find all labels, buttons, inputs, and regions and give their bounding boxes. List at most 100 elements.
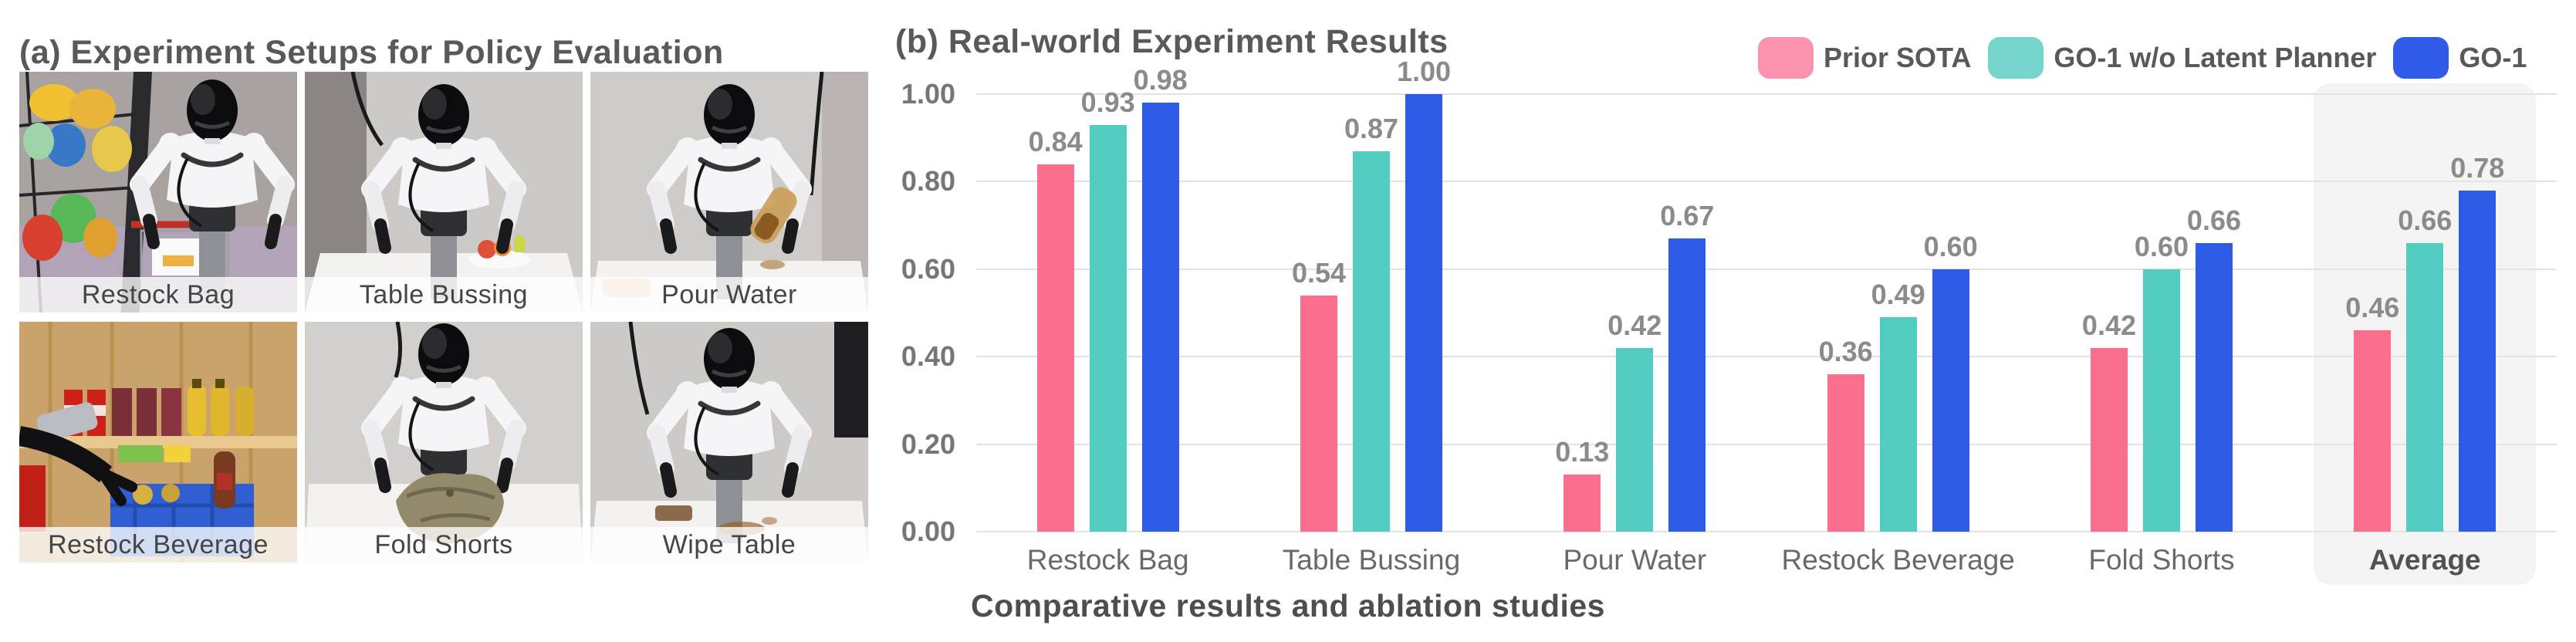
bar-prior-sota-table-bussing [1300, 295, 1337, 532]
category-label-table-bussing: Table Bussing [1282, 544, 1461, 576]
value-label-go-1-average: 0.78 [2450, 151, 2505, 184]
barcol-prior-sota-fold-shorts: 0.42 [2082, 309, 2136, 532]
gridline-0.20 [976, 443, 2557, 445]
y-tick-label-1.00: 1.00 [901, 78, 955, 110]
barcol-go-1-restock-bag: 0.98 [1134, 64, 1188, 532]
barcol-go-1-restock-beverage: 0.60 [1924, 231, 1978, 532]
bar-group-fold-shorts: 0.42 0.60 0.66 Fold Shorts [2030, 94, 2293, 576]
panel-b-title: (b) Real-world Experiment Results [895, 23, 1449, 60]
value-label-prior-sota-average: 0.46 [2345, 292, 2400, 324]
legend: Prior SOTA GO-1 w/o Latent Planner GO-1 [1758, 37, 2527, 79]
value-label-prior-sota-restock-beverage: 0.36 [1818, 335, 1873, 367]
bar-go-1-restock-beverage [1932, 269, 1969, 532]
restock-beverage-scene [19, 322, 297, 563]
panel-a-title: (a) Experiment Setups for Policy Evaluat… [19, 34, 724, 71]
bar-go-1-w-o-latent-planner-table-bussing [1352, 150, 1390, 532]
barcol-prior-sota-average: 0.46 [2345, 292, 2399, 532]
value-label-go-1-restock-bag: 0.98 [1133, 64, 1188, 96]
bar-prior-sota-fold-shorts [2090, 347, 2128, 532]
bar-go-1-restock-bag [1141, 103, 1179, 532]
bar-prior-sota-restock-beverage [1827, 373, 1864, 532]
category-label-restock-bag: Restock Bag [1026, 544, 1189, 576]
value-label-go-1-w-o-latent-planner-average: 0.66 [2398, 204, 2453, 236]
category-label-fold-shorts: Fold Shorts [2088, 544, 2235, 576]
photo-pour-water: Pour Water [590, 72, 868, 313]
y-tick-label-0.80: 0.80 [901, 165, 955, 198]
photo-label-table-bussing: Table Bussing [305, 277, 583, 313]
bar-chart-plot: 0.00 0.20 0.40 0.60 0.80 1.00 0.84 0.93 0.98 Rest… [901, 56, 2557, 585]
legend-item-go-1-w-o-latent-planner: GO-1 w/o Latent Planner [1988, 37, 2376, 79]
value-label-go-1-restock-beverage: 0.60 [1923, 230, 1978, 262]
value-label-prior-sota-table-bussing: 0.54 [1291, 256, 1347, 289]
bar-group-table-bussing: 0.54 0.87 1.00 Table Bussing [1239, 56, 1503, 576]
value-label-go-1-w-o-latent-planner-pour-water: 0.42 [1607, 309, 1662, 341]
bar-go-1-average [2459, 190, 2497, 532]
legend-swatch-prior-sota [1758, 37, 1814, 79]
bar-go-1-w-o-latent-planner-restock-beverage [1879, 317, 1917, 532]
barcol-go-1-w-o-latent-planner-fold-shorts: 0.60 [2135, 231, 2189, 532]
barcol-go-1-fold-shorts: 0.66 [2187, 204, 2241, 532]
barcol-go-1-w-o-latent-planner-restock-bag: 0.93 [1081, 86, 1135, 532]
value-label-go-1-pour-water: 0.67 [1660, 200, 1715, 232]
value-label-go-1-w-o-latent-planner-restock-beverage: 0.49 [1871, 279, 1925, 311]
photo-label-pour-water: Pour Water [590, 277, 868, 313]
bar-group-restock-beverage: 0.36 0.49 0.60 Restock Beverage [1766, 94, 2030, 576]
value-label-prior-sota-pour-water: 0.13 [1555, 436, 1610, 468]
bar-prior-sota-restock-bag [1036, 164, 1074, 532]
barcol-go-1-pour-water: 0.67 [1660, 200, 1714, 532]
photo-fold-shorts: Fold Shorts [305, 322, 583, 563]
barcol-prior-sota-restock-bag: 0.84 [1029, 126, 1083, 532]
photo-table-bussing: Table Bussing [305, 72, 583, 313]
y-tick-label-0.60: 0.60 [901, 252, 955, 285]
photo-label-restock-bag: Restock Bag [19, 277, 297, 313]
bar-groups: 0.84 0.93 0.98 Restock Bag 0.54 0.87 1.00 Table… [976, 56, 2557, 576]
value-label-prior-sota-restock-bag: 0.84 [1028, 125, 1083, 157]
legend-label-prior-sota: Prior SOTA [1824, 42, 1972, 73]
barcol-go-1-w-o-latent-planner-pour-water: 0.42 [1607, 309, 1662, 532]
value-label-go-1-w-o-latent-planner-restock-bag: 0.93 [1080, 86, 1135, 118]
experiment-photo-grid: Restock Bag Table Bussing [19, 72, 868, 563]
barcol-prior-sota-table-bussing: 0.54 [1292, 257, 1346, 532]
bar-prior-sota-average [2354, 330, 2392, 532]
gridline-0.60 [976, 268, 2557, 270]
photo-restock-bag: Restock Bag [19, 72, 297, 313]
value-label-go-1-w-o-latent-planner-fold-shorts: 0.60 [2134, 230, 2189, 262]
gridline-0.80 [976, 181, 2557, 183]
figure-caption: Comparative results and ablation studies [971, 588, 1605, 623]
value-label-go-1-fold-shorts: 0.66 [2186, 204, 2241, 236]
photo-label-restock-beverage: Restock Beverage [19, 527, 297, 563]
bar-go-1-w-o-latent-planner-fold-shorts [2142, 269, 2180, 532]
bar-go-1-fold-shorts [2195, 242, 2233, 532]
barcol-go-1-w-o-latent-planner-table-bussing: 0.87 [1344, 113, 1398, 532]
value-label-go-1-w-o-latent-planner-table-bussing: 0.87 [1344, 112, 1399, 144]
category-label-pour-water: Pour Water [1563, 544, 1707, 576]
bar-go-1-w-o-latent-planner-average [2406, 242, 2444, 532]
gridline-0.40 [976, 356, 2557, 358]
photo-wipe-table: Wipe Table [590, 322, 868, 563]
bar-group-pour-water: 0.13 0.42 0.67 Pour Water [1503, 94, 1766, 576]
legend-item-go-1: GO-1 [2393, 37, 2527, 79]
photo-label-wipe-table: Wipe Table [590, 527, 868, 563]
bar-prior-sota-pour-water [1564, 475, 1601, 532]
photo-label-fold-shorts: Fold Shorts [305, 527, 583, 563]
y-tick-label-0.40: 0.40 [901, 340, 955, 373]
bar-group-average: 0.46 0.66 0.78 Average [2294, 94, 2557, 576]
legend-swatch-go-1-w-o-latent-planner [1988, 37, 2044, 79]
barcol-go-1-w-o-latent-planner-average: 0.66 [2398, 204, 2452, 532]
y-tick-label-0.20: 0.20 [901, 427, 955, 460]
bar-go-1-pour-water [1668, 238, 1706, 532]
value-label-prior-sota-fold-shorts: 0.42 [2081, 309, 2136, 341]
barcol-go-1-table-bussing: 1.00 [1397, 56, 1451, 532]
legend-item-prior-sota: Prior SOTA [1758, 37, 1971, 79]
barcol-prior-sota-restock-beverage: 0.36 [1819, 336, 1873, 532]
value-label-go-1-table-bussing: 1.00 [1396, 56, 1452, 87]
bar-go-1-table-bussing [1405, 94, 1442, 532]
bar-group-restock-bag: 0.84 0.93 0.98 Restock Bag [976, 64, 1239, 576]
legend-label-go-1: GO-1 [2459, 42, 2527, 73]
legend-label-go-1-w-o-latent-planner: GO-1 w/o Latent Planner [2054, 42, 2377, 73]
bar-go-1-w-o-latent-planner-pour-water [1616, 347, 1654, 532]
restock-bag-scene [19, 72, 297, 313]
gridline-1.00 [976, 93, 2557, 95]
barcol-prior-sota-pour-water: 0.13 [1555, 436, 1609, 532]
barcol-go-1-w-o-latent-planner-restock-beverage: 0.49 [1871, 279, 1925, 532]
